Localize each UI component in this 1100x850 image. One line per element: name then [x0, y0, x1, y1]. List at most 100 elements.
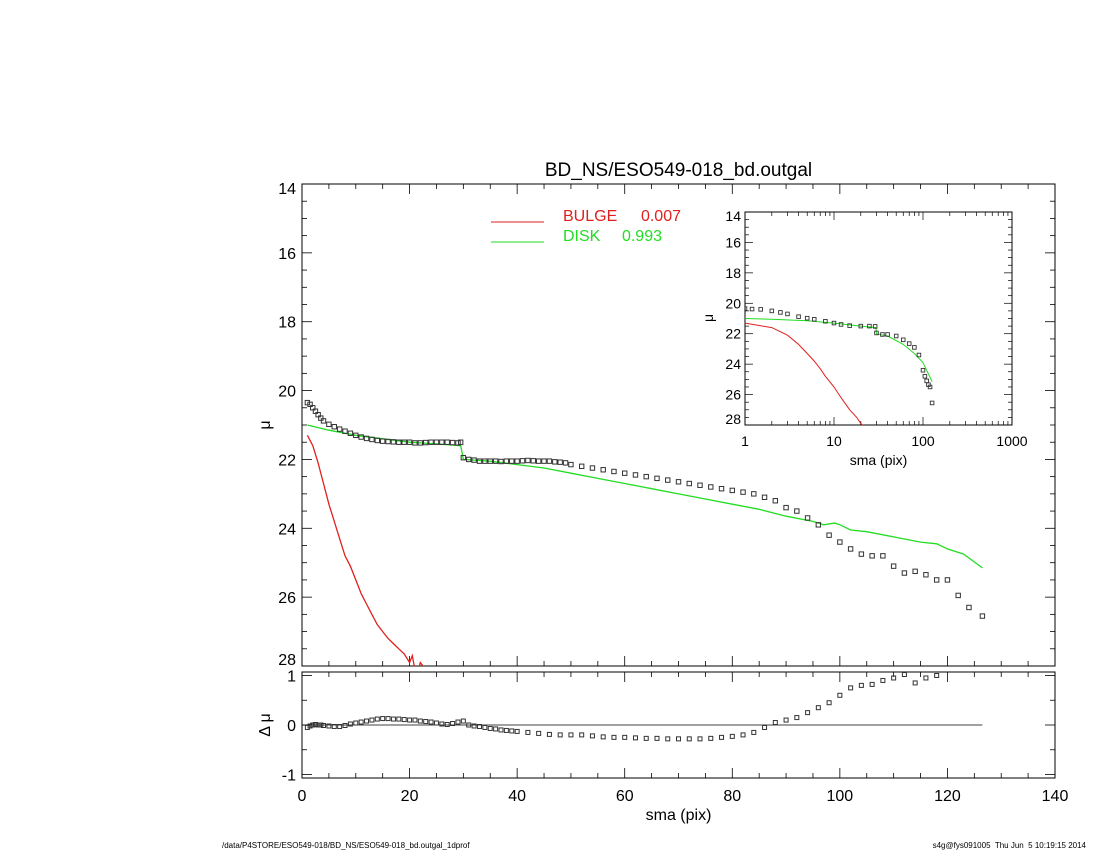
footer-file-path: /data/P4STORE/ESO549-018/BD_NS/ESO549-01… [222, 841, 470, 850]
data-point-marker [476, 458, 483, 464]
residual-point-marker [358, 719, 364, 725]
data-point-marker [880, 553, 886, 559]
y-axis-label: μ [257, 420, 274, 429]
inset-data-point-marker [804, 315, 810, 321]
residual-point-marker [557, 732, 563, 738]
data-point-marker [847, 546, 854, 552]
data-point-marker [423, 439, 429, 446]
inset-y-tick-label: 14 [725, 208, 741, 224]
residual-point-marker [417, 718, 423, 724]
y-tick-label: 28 [278, 652, 296, 669]
inset-data-point-marker [906, 341, 912, 346]
residual-point-marker [858, 682, 864, 688]
data-point-marker [643, 473, 649, 480]
x-tick-label: 140 [1042, 788, 1069, 805]
inset-data-point-marker [769, 308, 775, 314]
data-point-marker [772, 498, 779, 504]
data-point-marker [541, 458, 547, 464]
residual-point-marker [493, 726, 499, 732]
residual-point-marker [331, 723, 337, 729]
residual-point-marker [740, 732, 746, 738]
residual-point-marker [390, 716, 396, 722]
residual-point-marker [934, 673, 940, 678]
residual-point-marker [654, 735, 660, 741]
chart-title: BD_NS/ESO549-018_bd.outgal [545, 160, 812, 181]
inset-data-point-marker [927, 384, 933, 390]
residual-point-marker [751, 729, 757, 735]
residual-point-marker [783, 717, 789, 723]
residual-point-marker [466, 722, 472, 728]
residual-point-marker [503, 727, 509, 733]
residual-point-marker [310, 722, 316, 728]
residual-point-marker [385, 716, 391, 722]
residual-point-marker [589, 733, 595, 739]
data-point-marker [509, 458, 515, 464]
inset-x-axis-label: sma (pix) [850, 452, 908, 468]
residual-point-marker [772, 720, 778, 726]
data-point-marker [396, 439, 402, 445]
data-point-marker [546, 458, 553, 464]
data-point-marker [552, 459, 558, 465]
y-tick-label: 1 [287, 669, 296, 686]
inset-data-point-marker [922, 374, 928, 379]
data-point-marker [336, 426, 343, 432]
residual-point-marker [848, 685, 854, 691]
residual-point-marker [476, 723, 482, 729]
data-point-marker [374, 437, 381, 444]
data-point-marker [901, 570, 908, 576]
data-point-marker [385, 438, 391, 445]
residual-point-marker [460, 718, 466, 724]
residual-point-marker [643, 735, 649, 741]
inset-y-tick-label: 28 [725, 411, 741, 427]
residual-point-marker [697, 736, 703, 742]
data-point-marker [444, 439, 450, 445]
data-point-marker [718, 485, 725, 492]
residual-point-marker [729, 733, 735, 739]
residual-point-marker [439, 721, 445, 727]
data-point-marker [794, 508, 800, 514]
data-point-marker [568, 461, 574, 468]
data-point-marker [433, 439, 440, 445]
inset-data-point-marker [778, 310, 783, 315]
residual-point-marker [805, 710, 811, 716]
y-tick-label: 24 [278, 521, 296, 538]
data-point-marker [320, 418, 327, 424]
residual-point-marker [428, 719, 434, 725]
y-tick-label: 18 [278, 315, 296, 332]
data-point-marker [966, 604, 972, 611]
data-point-marker [804, 515, 811, 521]
legend-value-disk: 0.993 [622, 228, 662, 245]
legend-value-bulge: 0.007 [641, 208, 681, 225]
residual-point-marker [665, 736, 671, 742]
data-point-marker [353, 432, 359, 439]
x-tick-label: 20 [401, 788, 419, 805]
x-tick-label: 120 [934, 788, 961, 805]
data-point-marker [923, 572, 929, 578]
residual-point-marker [536, 730, 542, 736]
y-tick-label: 20 [278, 384, 296, 401]
residual-point-marker [318, 722, 324, 728]
data-point-marker [815, 522, 822, 528]
inset-data-point-marker [812, 317, 817, 322]
data-point-marker [654, 475, 660, 482]
residual-point-marker [708, 735, 714, 741]
data-point-marker [912, 568, 918, 575]
inset-data-point-marker [823, 318, 828, 324]
data-point-marker [740, 489, 746, 495]
x-tick-label: 100 [827, 788, 854, 805]
data-point-marker [557, 459, 563, 465]
series-disk-line [307, 424, 983, 569]
y-tick-label: 22 [278, 452, 296, 469]
residual-point-marker [568, 732, 574, 738]
data-point-marker [406, 439, 413, 445]
residual-point-marker [364, 718, 370, 724]
data-point-marker [686, 480, 692, 487]
y-tick-label: 0 [287, 718, 296, 735]
inset-x-tick-label: 1000 [996, 433, 1027, 449]
data-point-marker [439, 439, 445, 445]
x-tick-label: 0 [298, 788, 307, 805]
data-point-marker [697, 482, 703, 488]
residual-point-marker [912, 680, 918, 686]
main-data [304, 399, 986, 666]
